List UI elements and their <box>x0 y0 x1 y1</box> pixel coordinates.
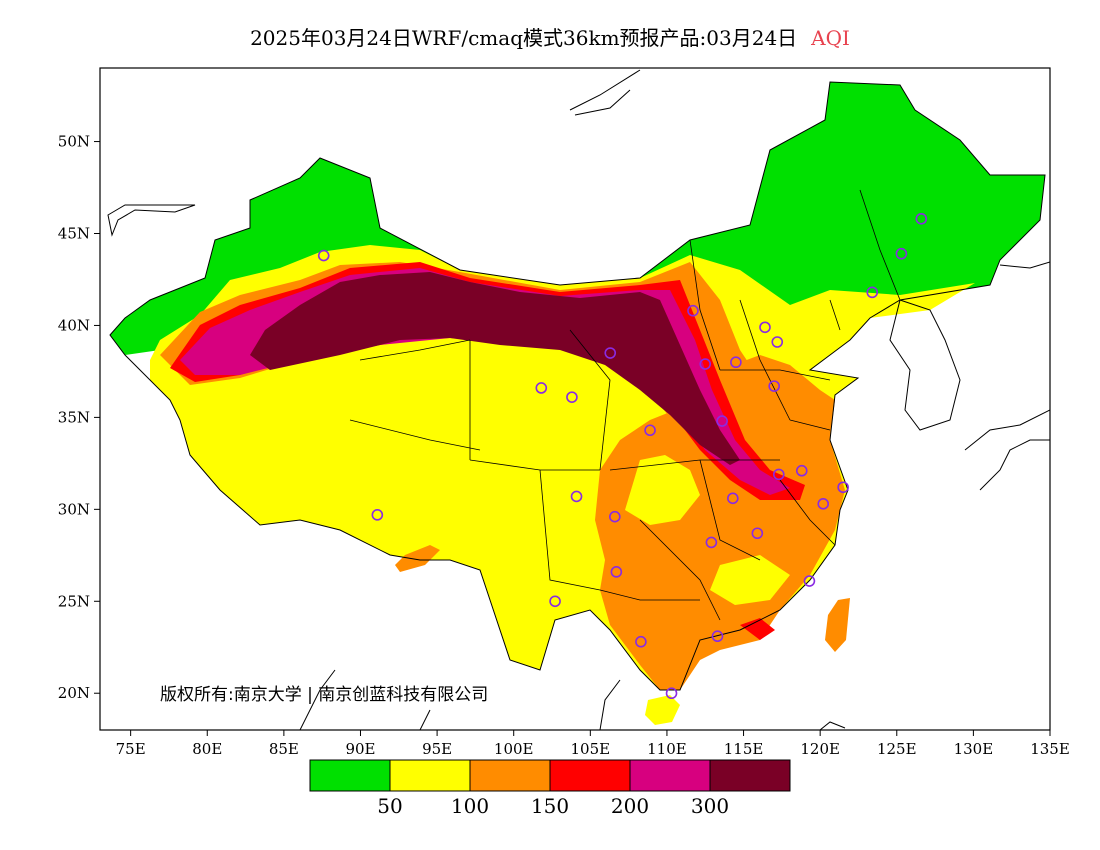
lon-tick-label: 110E <box>647 740 687 758</box>
station-circle <box>549 595 561 608</box>
station-circle <box>609 510 621 523</box>
station-circle <box>610 566 623 578</box>
station-circle <box>866 286 879 299</box>
korea-coast <box>889 299 961 431</box>
station-circle <box>566 391 578 403</box>
station-circle <box>604 347 617 359</box>
aqi-field <box>110 82 1045 725</box>
zone-orange-tibet <box>395 545 440 572</box>
station-circle <box>705 536 718 549</box>
japan-north <box>999 261 1050 269</box>
station-circle <box>895 247 908 260</box>
zone-yellow-south <box>710 555 790 605</box>
station-circle <box>837 481 849 494</box>
coastlines <box>107 69 1050 730</box>
station-circle <box>644 424 656 437</box>
legend-label: 150 <box>531 794 569 818</box>
china-border <box>109 81 1046 691</box>
legend-swatch <box>709 759 791 792</box>
zone-hainan <box>645 695 680 725</box>
legend-swatch <box>389 759 471 792</box>
lon-tick-label: 80E <box>192 740 222 758</box>
station-circle <box>768 380 780 392</box>
lon-axis: 75E 80E 85E 90E 95E 100E 105E 110E 115E 120E 125E 1… <box>116 730 1070 758</box>
lat-tick-label: 40N <box>58 316 90 334</box>
lon-tick-label: 125E <box>877 740 917 758</box>
station-circle <box>730 356 742 369</box>
zone-red-guangdong <box>740 618 775 640</box>
lat-tick-label: 25N <box>58 592 90 610</box>
copyright-text: 版权所有:南京大学 | 南京创蓝科技有限公司 <box>160 685 489 705</box>
lon-tick-label: 115E <box>724 740 764 758</box>
station-circle <box>535 382 548 394</box>
map-title: 2025年03月24日WRF/cmaq模式36km预报产品:03月24日 AQI <box>0 22 1100 51</box>
map-frame <box>99 67 1051 731</box>
lon-tick-label: 120E <box>800 740 840 758</box>
station-circle <box>716 415 728 427</box>
lat-axis: 20N 25N 30N 35N 40N 45N 50N <box>58 133 100 702</box>
lon-tick-label: 90E <box>345 740 375 758</box>
lat-tick-label: 45N <box>58 225 90 243</box>
station-circle <box>795 464 808 477</box>
legend-swatch <box>549 759 631 792</box>
variable-label: AQI <box>811 26 850 50</box>
station-circle <box>711 630 724 643</box>
station-circle <box>759 321 771 334</box>
lat-tick-label: 35N <box>58 408 90 426</box>
station-markers <box>317 212 928 700</box>
station-circle <box>727 492 739 505</box>
lat-tick-label: 30N <box>58 500 90 518</box>
legend-label: 50 <box>377 794 402 818</box>
station-circle <box>803 575 816 587</box>
zone-taiwan <box>825 598 850 652</box>
lat-tick-label: 50N <box>58 133 90 151</box>
station-circle <box>817 498 830 510</box>
zone-maroon <box>250 272 740 465</box>
station-circle <box>751 527 764 540</box>
station-circle <box>771 336 784 348</box>
lon-tick-label: 85E <box>269 740 299 758</box>
legend-swatch <box>309 759 391 792</box>
zone-orange <box>595 355 845 690</box>
japan-coast <box>964 409 1050 491</box>
legend-label: 200 <box>611 794 649 818</box>
station-circle <box>665 687 678 700</box>
station-circle <box>699 358 712 370</box>
lon-tick-label: 75E <box>116 740 146 758</box>
station-circle <box>570 490 583 503</box>
station-circle <box>635 635 647 648</box>
lon-tick-label: 95E <box>422 740 452 758</box>
color-legend: 50 100 150 200 300 <box>309 759 791 818</box>
lon-tick-label: 135E <box>1030 740 1070 758</box>
station-circle <box>317 249 330 262</box>
legend-swatch <box>629 759 711 792</box>
station-circle <box>772 468 785 481</box>
caspian <box>107 204 196 237</box>
station-circle <box>687 304 699 317</box>
zone-yellow-sichuan <box>625 455 700 525</box>
lon-tick-label: 130E <box>954 740 994 758</box>
baikal <box>569 69 641 116</box>
province-lines <box>349 189 901 621</box>
legend-label: 100 <box>451 794 489 818</box>
legend-label: 300 <box>691 794 729 818</box>
station-circle <box>915 212 928 225</box>
title-text: 2025年03月24日WRF/cmaq模式36km预报产品:03月24日 <box>250 26 798 50</box>
lon-tick-label: 105E <box>571 740 611 758</box>
indochina <box>299 669 846 730</box>
lon-tick-label: 100E <box>494 740 534 758</box>
legend-swatch <box>469 759 551 792</box>
station-circle <box>371 509 384 521</box>
lat-tick-label: 20N <box>58 684 90 702</box>
